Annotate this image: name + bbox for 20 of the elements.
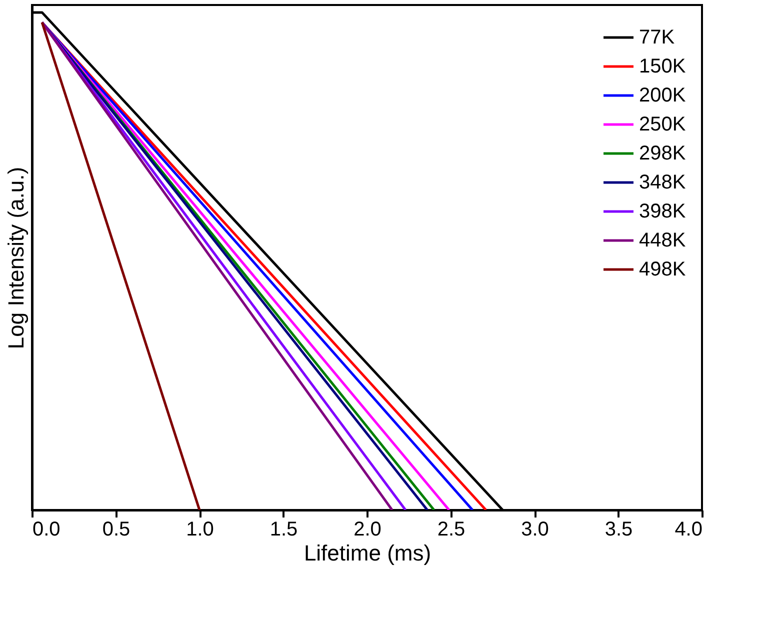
x-tick-label: 1.5 (270, 518, 298, 540)
x-tick-label: 0.5 (102, 518, 130, 540)
legend-label: 348K (639, 172, 686, 194)
x-tick-label: 3.5 (604, 518, 633, 540)
y-axis-title: Log Intensity (a.u.) (4, 166, 28, 350)
legend-label: 298K (639, 142, 686, 164)
legend-label: 250K (639, 114, 686, 136)
legend-label: 200K (639, 84, 686, 106)
legend-label: 498K (639, 258, 686, 280)
legend-label: 448K (639, 230, 686, 252)
legend-label: 77K (639, 26, 676, 48)
legend-label: 150K (639, 56, 686, 78)
x-axis-title: Lifetime (ms) (304, 540, 432, 566)
x-tick-label: 4.0 (674, 518, 702, 540)
x-tick-label: 0.0 (32, 518, 60, 540)
legend-label: 398K (639, 200, 686, 222)
x-tick-label: 2.0 (354, 518, 382, 540)
x-tick-label: 1.0 (186, 518, 214, 540)
x-tick-label: 3.0 (521, 518, 549, 540)
x-tick-label: 2.5 (437, 518, 466, 540)
